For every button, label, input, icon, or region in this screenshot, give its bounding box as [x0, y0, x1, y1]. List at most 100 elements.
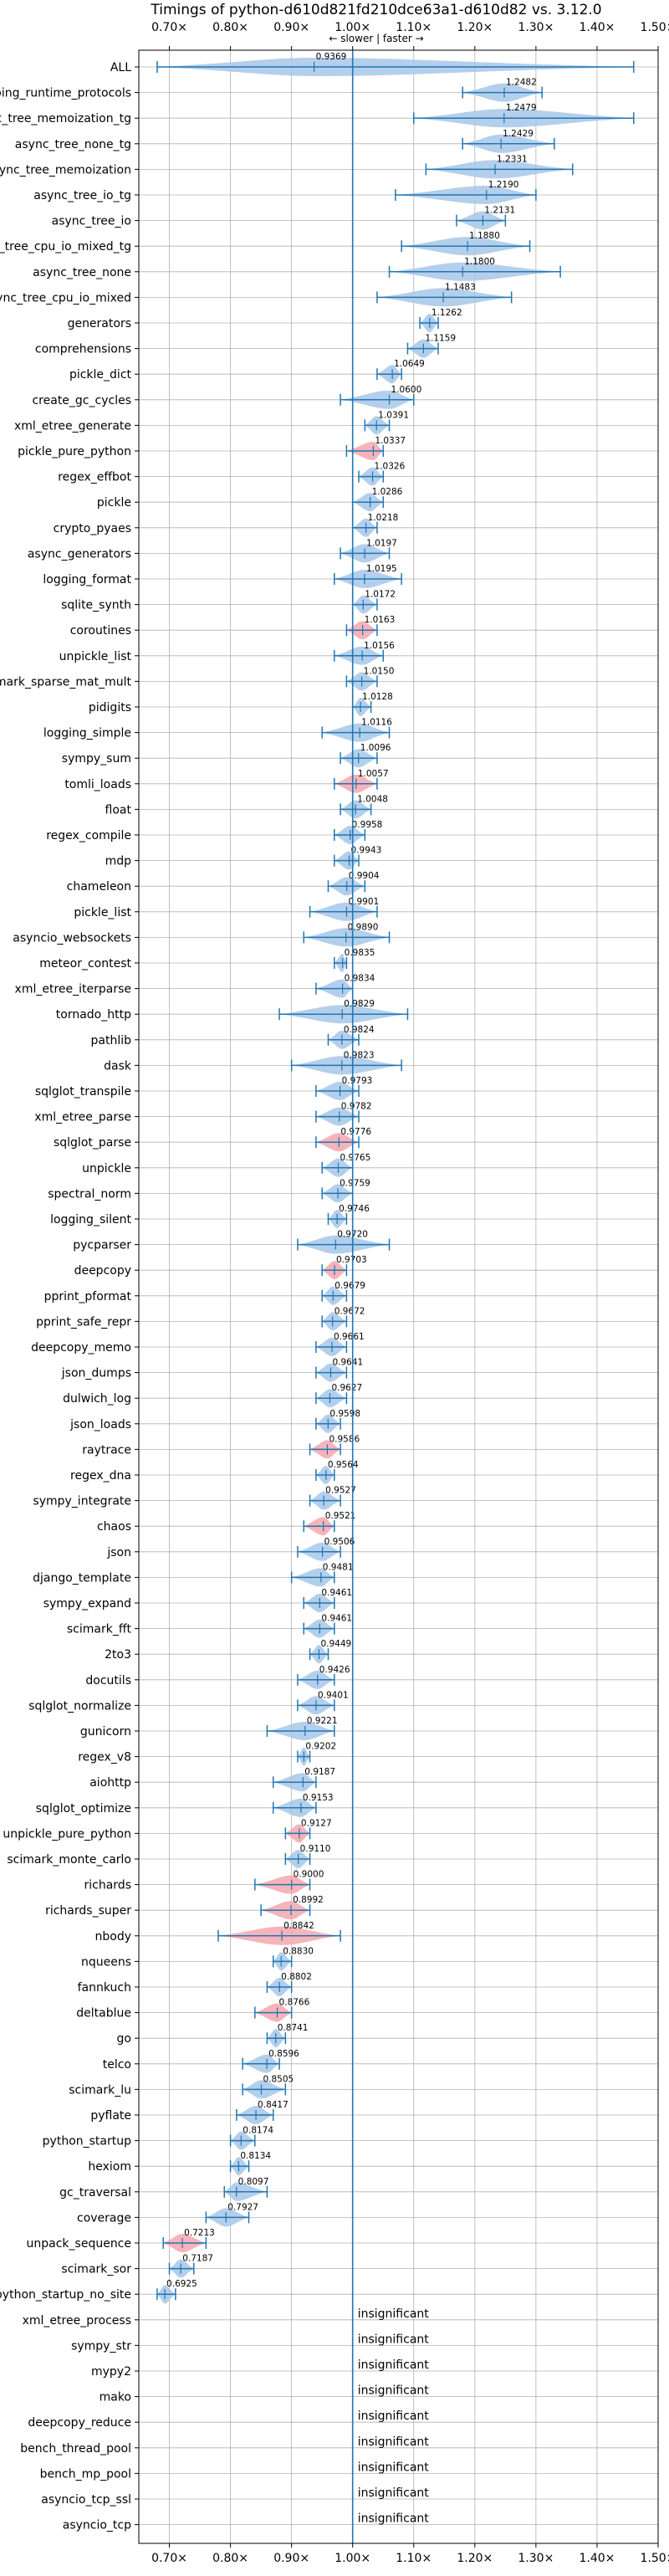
x-tick-label-top: 1.20× — [457, 21, 493, 34]
benchmark-row: 0.9426 — [297, 1665, 350, 1689]
benchmark-label: pyflate — [90, 2109, 131, 2123]
x-tick-label-bottom: 0.80× — [212, 2552, 248, 2565]
benchmark-label: sympy_integrate — [33, 1495, 131, 1508]
value-label: 1.0116 — [361, 718, 392, 728]
value-label: 1.1159 — [425, 334, 456, 344]
benchmark-row: 0.8505 — [242, 2074, 294, 2099]
benchmark-label: meteor_contest — [39, 957, 131, 970]
benchmark-row: 0.9110 — [284, 1844, 330, 1868]
benchmark-label: go — [117, 2032, 131, 2046]
benchmark-row: 0.8992 — [260, 1895, 324, 1920]
benchmark-row: 0.9153 — [272, 1793, 334, 1817]
benchmark-label: richards_super — [45, 1904, 131, 1918]
benchmark-label: raytrace — [82, 1443, 131, 1457]
benchmark-label: bench_thread_pool — [20, 2442, 131, 2456]
value-label: 0.9829 — [344, 999, 375, 1009]
value-label: 0.8596 — [268, 2049, 299, 2059]
value-label: 1.0218 — [368, 513, 399, 523]
benchmark-row: 0.7187 — [168, 2254, 213, 2278]
value-label: 0.8417 — [258, 2100, 289, 2110]
benchmark-label: sqlglot_optimize — [36, 1802, 131, 1815]
benchmark-label: hexiom — [88, 2160, 131, 2174]
value-label: 0.9481 — [323, 1562, 354, 1572]
benchmark-row: 0.9598 — [315, 1409, 360, 1433]
benchmark-label: async_tree_memoization_tg — [0, 112, 131, 125]
benchmark-label: async_tree_none_tg — [15, 138, 131, 151]
benchmark-row: 0.9943 — [334, 846, 381, 870]
benchmark-label: deepcopy_reduce — [28, 2416, 131, 2430]
benchmark-label: sqlite_synth — [61, 599, 131, 612]
value-label: 0.9746 — [339, 1204, 370, 1214]
benchmark-label: mdp — [105, 855, 132, 868]
benchmark-label: pickle_dict — [69, 368, 132, 382]
value-label: 0.8842 — [283, 1921, 314, 1931]
value-label: 0.9834 — [345, 974, 375, 984]
benchmark-label: scimark_sparse_mat_mult — [0, 675, 132, 689]
benchmark-row: 0.7213 — [162, 2228, 215, 2252]
insignificant-label: insignificant — [358, 2410, 430, 2423]
value-label: 1.0163 — [365, 615, 396, 625]
benchmark-label: async_tree_cpu_io_mixed — [0, 291, 131, 305]
value-label: 0.7187 — [182, 2254, 213, 2264]
value-label: 1.0197 — [366, 538, 397, 548]
benchmark-label: xml_etree_process — [23, 2314, 131, 2328]
benchmark-label: async_generators — [28, 547, 131, 561]
value-label: 0.9426 — [319, 1665, 350, 1675]
value-label: 0.8174 — [243, 2126, 273, 2136]
benchmark-row: 0.8097 — [223, 2177, 269, 2201]
benchmark-row: 1.2190 — [395, 180, 537, 204]
benchmark-row: 1.0197 — [340, 538, 397, 563]
benchmark-row: 0.9527 — [309, 1486, 356, 1510]
value-label: 0.9127 — [301, 1818, 332, 1828]
benchmark-label: async_tree_memoization — [0, 163, 131, 177]
benchmark-label: float — [105, 803, 132, 817]
benchmark-row: 1.1483 — [376, 282, 513, 307]
benchmark-row: 0.9958 — [334, 820, 383, 844]
value-label: 1.1800 — [464, 257, 495, 267]
benchmark-row: 0.9901 — [309, 897, 379, 921]
chart-title: Timings of python-d610d821fd210dce63a1-d… — [150, 2, 601, 18]
benchmark-row: 0.8417 — [236, 2100, 289, 2124]
benchmark-label: tornado_http — [56, 1008, 131, 1022]
benchmark-row: 1.2331 — [425, 154, 574, 179]
value-label: 0.9765 — [340, 1153, 371, 1163]
benchmark-row: 0.9782 — [315, 1102, 372, 1126]
benchmark-row: 0.9461 — [303, 1614, 352, 1638]
x-tick-label-top: 0.70× — [151, 21, 187, 34]
value-label: 1.0326 — [375, 462, 406, 472]
benchmark-row: 0.9461 — [303, 1588, 352, 1612]
benchmark-row: 0.8802 — [266, 1972, 312, 1996]
benchmark-row: 0.9187 — [272, 1767, 335, 1792]
benchmark-row: 0.9127 — [284, 1818, 332, 1843]
x-tick-label-top: 1.10× — [396, 21, 432, 34]
benchmark-row: 0.9793 — [315, 1076, 372, 1100]
chart-subtitle: ← slower | faster → — [329, 33, 423, 44]
value-label: 0.9958 — [352, 820, 383, 830]
benchmark-label: create_gc_cycles — [32, 394, 131, 407]
value-label: 0.8992 — [293, 1895, 324, 1905]
benchmark-label: pidigits — [89, 701, 131, 714]
value-label: 0.9835 — [345, 948, 375, 958]
benchmark-row: 1.0600 — [340, 385, 421, 409]
benchmark-label: async_tree_none — [33, 266, 131, 279]
benchmark-row: 0.9521 — [303, 1511, 356, 1536]
value-label: 0.9521 — [325, 1511, 356, 1521]
benchmark-label: unpickle — [82, 1162, 131, 1175]
benchmark-label: richards — [84, 1879, 132, 1892]
benchmark-label: sqlglot_parse — [54, 1136, 131, 1150]
benchmark-label: coverage — [77, 2211, 131, 2225]
x-tick-label-bottom: 1.50× — [641, 2552, 669, 2565]
benchmark-label: ALL — [110, 61, 131, 74]
benchmark-label: pprint_pformat — [44, 1290, 132, 1303]
benchmark-label: pickle — [97, 496, 131, 510]
value-label: 0.8097 — [238, 2177, 269, 2187]
value-label: 0.9776 — [340, 1127, 371, 1137]
value-label: 1.0172 — [365, 590, 396, 600]
benchmark-label: gc_traversal — [59, 2186, 131, 2200]
benchmark-label: async_tree_io_tg — [33, 189, 131, 202]
benchmark-row: 0.8842 — [217, 1921, 341, 1945]
benchmark-row: 0.9401 — [297, 1690, 349, 1715]
benchmark-label: 2to3 — [105, 1648, 131, 1662]
value-label: 1.0337 — [375, 436, 406, 446]
benchmark-row: 0.9000 — [254, 1870, 324, 1894]
